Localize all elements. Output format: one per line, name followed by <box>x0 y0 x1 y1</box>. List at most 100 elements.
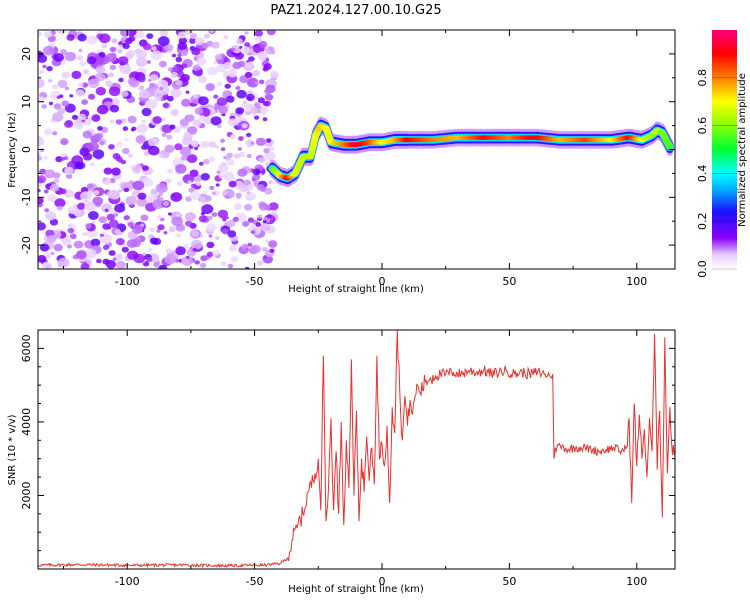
snr-x-tick-label: 50 <box>502 575 516 588</box>
noise-blob <box>149 237 158 245</box>
noise-blob <box>264 151 276 161</box>
colorbar-tick-label: 0.4 <box>696 165 709 183</box>
noise-blob <box>244 31 249 35</box>
noise-blob <box>105 260 117 269</box>
noise-blob <box>171 216 184 227</box>
noise-blob <box>54 198 66 208</box>
noise-blob <box>235 85 241 91</box>
noise-blob <box>135 163 142 169</box>
noise-blob <box>179 146 192 156</box>
noise-blob <box>71 114 79 120</box>
noise-blob <box>230 134 236 140</box>
noise-blob <box>214 54 223 61</box>
spectrogram-y-tick-label: 0 <box>20 146 33 153</box>
noise-blob <box>108 250 116 256</box>
noise-blob <box>95 86 107 96</box>
noise-blob <box>178 37 187 45</box>
noise-blob <box>114 229 121 235</box>
noise-blob <box>192 119 202 127</box>
noise-blob <box>112 97 118 103</box>
noise-blob <box>220 138 226 143</box>
noise-blob <box>67 227 75 234</box>
noise-blob <box>192 94 198 99</box>
noise-blob <box>262 66 269 72</box>
noise-blob <box>243 100 247 104</box>
noise-blob <box>185 196 192 202</box>
noise-blob <box>92 196 104 206</box>
noise-blob <box>267 145 275 152</box>
colorbar-tick-label: 0.6 <box>696 117 709 135</box>
noise-blob <box>209 185 215 190</box>
noise-blob <box>74 161 84 170</box>
noise-blob <box>164 144 175 153</box>
noise-blob <box>237 147 242 151</box>
noise-blob <box>241 243 249 250</box>
noise-blob <box>75 89 85 97</box>
noise-blob <box>175 56 183 63</box>
noise-blob <box>248 56 255 62</box>
noise-blob <box>143 151 150 156</box>
noise-blob <box>86 56 97 65</box>
noise-blob <box>175 233 182 238</box>
noise-blob <box>247 90 253 95</box>
noise-blob <box>252 174 261 181</box>
noise-blob <box>161 124 173 134</box>
noise-blob <box>175 80 183 87</box>
noise-blob <box>181 98 191 107</box>
spectrogram-y-tick-label: -20 <box>20 236 33 254</box>
noise-blob <box>192 248 197 252</box>
noise-blob <box>198 96 209 106</box>
noise-blob <box>126 50 135 58</box>
noise-blob <box>96 258 102 264</box>
noise-blob <box>263 148 270 154</box>
noise-blob <box>141 144 148 150</box>
noise-blob <box>256 260 264 267</box>
noise-blob <box>50 251 55 255</box>
noise-blob <box>41 104 47 109</box>
noise-blob <box>215 236 220 240</box>
noise-blob <box>137 192 147 200</box>
noise-blob <box>98 33 111 44</box>
spectrogram-y-tick-label: 20 <box>20 47 33 61</box>
noise-blob <box>41 261 52 269</box>
colorbar-tick-label: 0.8 <box>696 69 709 87</box>
noise-blob <box>255 36 263 42</box>
noise-blob <box>244 266 250 269</box>
spectrogram-y-tick-label: -10 <box>20 188 33 206</box>
noise-blob <box>250 107 259 114</box>
noise-blob <box>47 194 57 202</box>
noise-blob <box>236 89 247 99</box>
noise-blob <box>189 33 198 40</box>
noise-blob <box>82 130 93 139</box>
noise-blob <box>127 77 137 85</box>
noise-blob <box>150 188 158 195</box>
noise-blob <box>142 43 152 51</box>
noise-blob <box>207 215 213 220</box>
noise-blob <box>254 115 260 120</box>
noise-blob <box>140 214 149 221</box>
noise-blob <box>266 30 276 36</box>
noise-blob <box>220 161 227 167</box>
noise-blob <box>250 230 256 235</box>
noise-blob <box>170 192 183 202</box>
noise-blob <box>53 178 60 184</box>
noise-blob <box>101 43 108 49</box>
snr-x-tick-label: 0 <box>378 575 385 588</box>
noise-blob <box>198 115 206 122</box>
noise-blob <box>200 211 205 216</box>
noise-blob <box>162 151 170 158</box>
noise-blob <box>98 51 106 58</box>
noise-blob <box>218 105 228 114</box>
noise-blob <box>250 244 261 254</box>
noise-blob <box>155 183 168 193</box>
noise-blob <box>85 223 92 229</box>
noise-blob <box>45 254 51 259</box>
noise-blob <box>224 83 231 89</box>
noise-blob <box>230 256 238 263</box>
noise-blob <box>228 245 237 252</box>
noise-blob <box>216 124 222 129</box>
noise-blob <box>108 86 121 97</box>
noise-blob <box>210 116 222 126</box>
noise-blob <box>137 86 143 91</box>
noise-blob <box>77 113 87 121</box>
